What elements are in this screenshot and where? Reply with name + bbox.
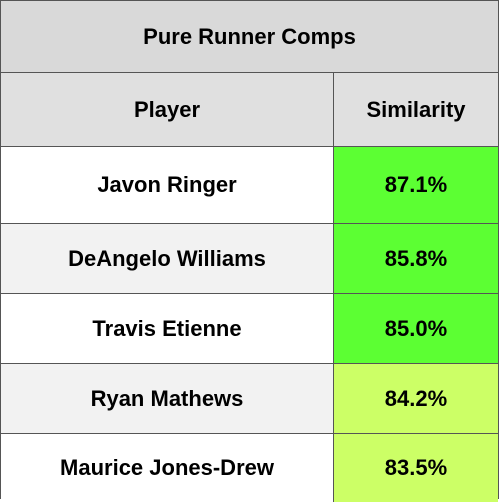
similarity-cell: 85.8% — [334, 224, 498, 293]
player-cell: Maurice Jones-Drew — [1, 434, 334, 502]
table-row: DeAngelo Williams 85.8% — [1, 224, 498, 294]
player-column-header: Player — [1, 73, 334, 146]
similarity-cell: 87.1% — [334, 147, 498, 223]
similarity-cell: 83.5% — [334, 434, 498, 502]
similarity-cell: 84.2% — [334, 364, 498, 433]
table-title: Pure Runner Comps — [1, 1, 498, 73]
table-row: Maurice Jones-Drew 83.5% — [1, 434, 498, 502]
similarity-column-header: Similarity — [366, 96, 466, 122]
similarity-cell: 85.0% — [334, 294, 498, 363]
table-row: Javon Ringer 87.1% — [1, 147, 498, 224]
player-cell: DeAngelo Williams — [1, 224, 334, 293]
player-cell: Travis Etienne — [1, 294, 334, 363]
player-cell: Javon Ringer — [1, 147, 334, 223]
header-row: Player Similarity — [1, 73, 498, 147]
table-row: Ryan Mathews 84.2% — [1, 364, 498, 434]
player-cell: Ryan Mathews — [1, 364, 334, 433]
table-row: Travis Etienne 85.0% — [1, 294, 498, 364]
